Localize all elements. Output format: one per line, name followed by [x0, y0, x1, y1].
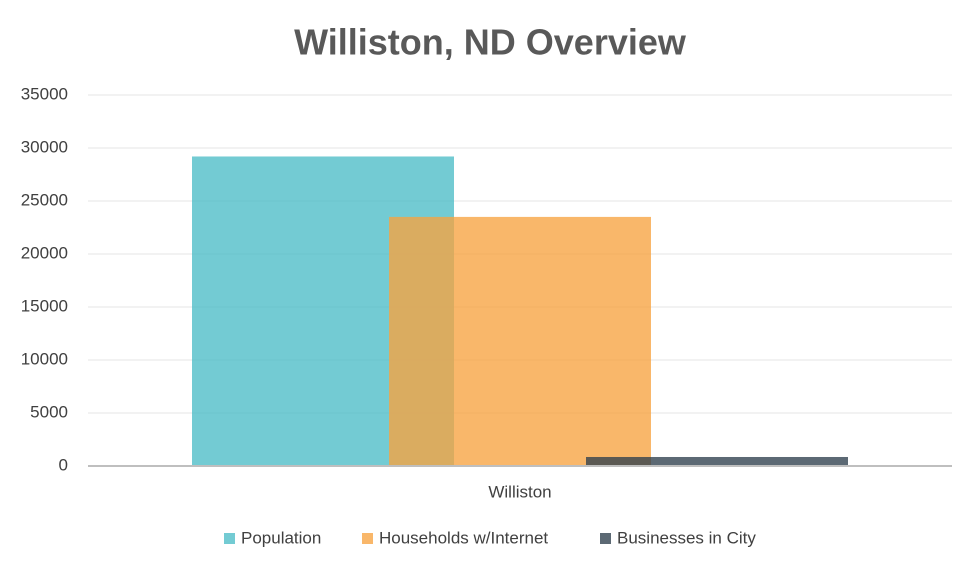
y-tick-label: 0	[59, 455, 68, 474]
legend-label: Population	[241, 528, 321, 547]
bar	[586, 456, 848, 466]
x-tick-label: Williston	[488, 482, 551, 501]
y-tick-label: 25000	[21, 190, 68, 209]
y-tick-label: 30000	[21, 137, 68, 156]
y-tick-label: 15000	[21, 296, 68, 315]
y-tick-label: 35000	[21, 84, 68, 103]
y-tick-label: 5000	[30, 402, 68, 421]
legend-label: Households w/Internet	[379, 528, 548, 547]
legend-swatch	[224, 533, 235, 544]
y-tick-label: 20000	[21, 243, 68, 262]
legend-swatch	[362, 533, 373, 544]
bar	[389, 216, 651, 466]
y-tick-label: 10000	[21, 349, 68, 368]
legend-swatch	[600, 533, 611, 544]
legend-label: Businesses in City	[617, 528, 756, 547]
chart-title: Williston, ND Overview	[294, 22, 687, 63]
